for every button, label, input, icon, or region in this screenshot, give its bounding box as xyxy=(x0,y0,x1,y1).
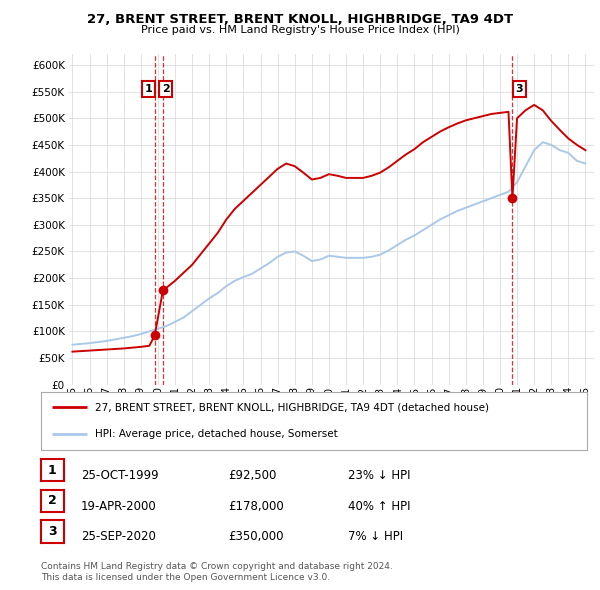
Text: 3: 3 xyxy=(48,525,56,538)
Text: 25-OCT-1999: 25-OCT-1999 xyxy=(81,469,158,482)
Text: 1: 1 xyxy=(145,84,152,94)
Text: 25-SEP-2020: 25-SEP-2020 xyxy=(81,530,156,543)
Text: 2: 2 xyxy=(48,494,56,507)
Text: 3: 3 xyxy=(515,84,523,94)
Text: £92,500: £92,500 xyxy=(228,469,277,482)
Text: 27, BRENT STREET, BRENT KNOLL, HIGHBRIDGE, TA9 4DT (detached house): 27, BRENT STREET, BRENT KNOLL, HIGHBRIDG… xyxy=(95,402,490,412)
Text: 27, BRENT STREET, BRENT KNOLL, HIGHBRIDGE, TA9 4DT: 27, BRENT STREET, BRENT KNOLL, HIGHBRIDG… xyxy=(87,13,513,26)
Text: £350,000: £350,000 xyxy=(228,530,284,543)
Text: £178,000: £178,000 xyxy=(228,500,284,513)
Text: 1: 1 xyxy=(48,464,56,477)
Text: Contains HM Land Registry data © Crown copyright and database right 2024.: Contains HM Land Registry data © Crown c… xyxy=(41,562,392,571)
Text: 40% ↑ HPI: 40% ↑ HPI xyxy=(348,500,410,513)
Text: This data is licensed under the Open Government Licence v3.0.: This data is licensed under the Open Gov… xyxy=(41,572,330,582)
Text: HPI: Average price, detached house, Somerset: HPI: Average price, detached house, Some… xyxy=(95,429,338,439)
Text: 19-APR-2000: 19-APR-2000 xyxy=(81,500,157,513)
Text: 2: 2 xyxy=(162,84,169,94)
Text: 7% ↓ HPI: 7% ↓ HPI xyxy=(348,530,403,543)
Text: 23% ↓ HPI: 23% ↓ HPI xyxy=(348,469,410,482)
Text: Price paid vs. HM Land Registry's House Price Index (HPI): Price paid vs. HM Land Registry's House … xyxy=(140,25,460,35)
